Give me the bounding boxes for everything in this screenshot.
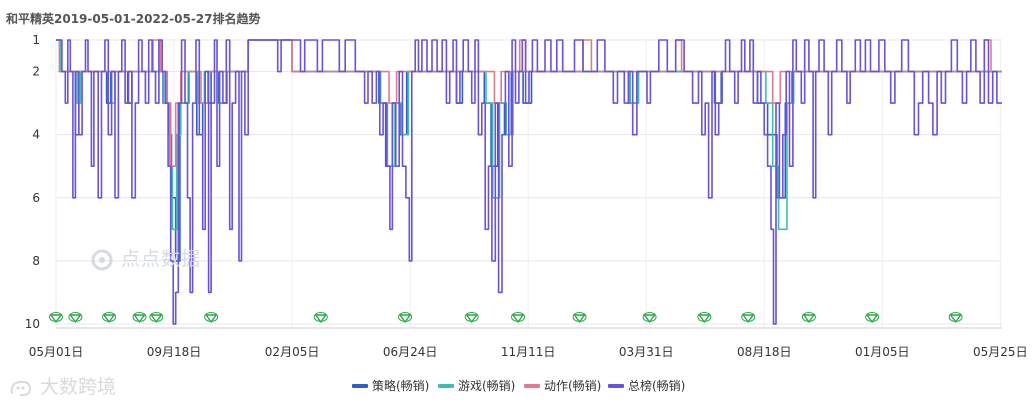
marker-ring	[102, 312, 117, 322]
legend-swatch	[524, 384, 540, 388]
marker-ring	[68, 312, 83, 322]
event-marker-icon[interactable]	[464, 312, 479, 323]
event-marker-icon[interactable]	[511, 312, 526, 323]
event-markers	[49, 312, 963, 323]
y-tick-label: 8	[32, 254, 40, 268]
x-tick-label: 06月24日	[383, 345, 438, 359]
watermark-center-text: 点点数据	[121, 248, 202, 270]
event-marker-icon[interactable]	[49, 312, 63, 323]
event-marker-icon[interactable]	[697, 312, 712, 323]
marker-ring	[464, 312, 479, 322]
y-tick-label: 1	[32, 33, 40, 47]
marker-shape	[150, 314, 163, 323]
event-marker-icon[interactable]	[204, 312, 219, 323]
marker-ring	[572, 312, 587, 322]
marker-ring	[511, 312, 526, 322]
series-line	[56, 39, 1002, 325]
watermark-logo-icon	[91, 249, 113, 270]
legend[interactable]: 策略(畅销) 游戏(畅销) 动作(畅销) 总榜(畅销)	[352, 378, 685, 393]
legend-item[interactable]: 总榜(畅销)	[608, 378, 685, 393]
marker-ring	[741, 312, 756, 322]
x-tick-label: 01月05日	[855, 345, 910, 359]
watermark-corner: 大数跨境	[8, 372, 116, 399]
marker-ring	[49, 312, 63, 322]
marker-shape	[803, 314, 815, 323]
chart-title: 和平精英2019-05-01-2022-05-27排名趋势	[6, 12, 261, 26]
event-marker-icon[interactable]	[948, 312, 963, 323]
event-marker-icon[interactable]	[642, 312, 657, 323]
marker-shape	[866, 314, 878, 323]
marker-ring	[865, 312, 880, 322]
y-tick-label: 10	[25, 317, 40, 331]
legend-label: 策略(畅销)	[372, 378, 429, 393]
legend-item[interactable]: 游戏(畅销)	[438, 379, 515, 393]
y-axis: 1 2 4 6 8 10	[25, 33, 40, 331]
marker-ring	[204, 312, 219, 322]
legend-swatch	[352, 384, 368, 388]
x-tick-label: 02月05日	[265, 345, 320, 359]
marker-ring	[313, 312, 328, 322]
marker-shape	[103, 314, 115, 323]
marker-shape	[512, 314, 524, 323]
x-tick-label: 11月11日	[501, 345, 556, 359]
watermark-center: 点点数据	[90, 244, 201, 272]
marker-ring	[398, 312, 413, 322]
y-tick-label: 2	[32, 65, 40, 79]
event-marker-icon[interactable]	[801, 312, 816, 323]
marker-shape	[573, 314, 586, 323]
legend-label: 游戏(畅销)	[458, 379, 515, 393]
marker-shape	[205, 314, 217, 323]
marker-shape	[399, 314, 411, 323]
event-marker-icon[interactable]	[398, 312, 413, 323]
legend-label: 总榜(畅销)	[628, 378, 685, 393]
event-marker-icon[interactable]	[572, 312, 587, 323]
x-axis: 05月01日 09月18日 02月05日 06月24日 11月11日 03月31日 08月1…	[29, 327, 1028, 359]
marker-shape	[69, 314, 82, 323]
event-marker-icon[interactable]	[865, 312, 880, 323]
marker-shape	[133, 314, 146, 323]
x-tick-label: 08月18日	[737, 345, 792, 359]
marker-ring	[149, 312, 164, 322]
marker-ring	[642, 312, 657, 322]
marker-shape	[50, 314, 62, 323]
event-marker-icon[interactable]	[741, 312, 756, 323]
event-marker-icon[interactable]	[149, 312, 164, 323]
legend-swatch	[438, 384, 454, 388]
legend-item[interactable]: 策略(畅销)	[352, 378, 429, 393]
marker-ring	[132, 312, 147, 322]
legend-swatch	[608, 384, 624, 388]
event-marker-icon[interactable]	[313, 312, 328, 323]
event-marker-icon[interactable]	[102, 312, 117, 323]
marker-ring	[697, 312, 712, 322]
watermark-corner-text: 大数跨境	[40, 376, 117, 398]
legend-item[interactable]: 动作(畅销)	[524, 379, 601, 393]
marker-shape	[949, 314, 962, 323]
event-marker-icon[interactable]	[132, 312, 147, 323]
marker-shape	[643, 314, 656, 323]
corner-logo-icon	[10, 380, 32, 396]
marker-shape	[742, 314, 754, 323]
y-tick-label: 6	[32, 191, 40, 205]
marker-ring	[801, 312, 816, 322]
event-marker-icon[interactable]	[68, 312, 83, 323]
x-tick-label: 03月31日	[619, 345, 674, 359]
marker-ring	[948, 312, 963, 322]
x-tick-label: 05月01日	[29, 345, 84, 359]
chart-grid	[55, 39, 1002, 328]
series-lines	[56, 39, 1002, 325]
marker-shape	[698, 314, 711, 323]
x-tick-label: 09月18日	[147, 345, 202, 359]
y-tick-label: 4	[32, 128, 40, 142]
marker-shape	[315, 314, 327, 323]
marker-shape	[465, 314, 478, 323]
x-tick-label: 05月25日	[973, 345, 1028, 359]
legend-label: 动作(畅销)	[544, 379, 601, 393]
